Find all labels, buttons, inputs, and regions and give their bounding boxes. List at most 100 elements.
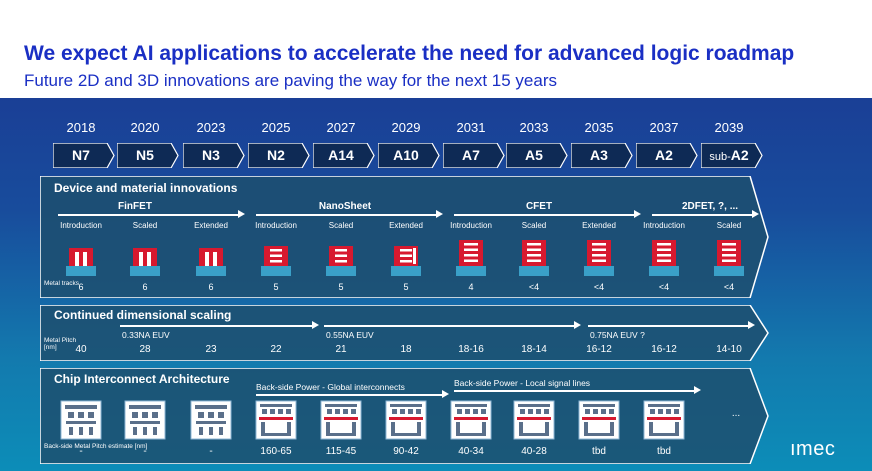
backside-interconnect-icon — [578, 400, 620, 445]
node-name: A7 — [462, 147, 480, 163]
node-label: A10 — [378, 143, 434, 168]
metal-pitch-value: 18 — [400, 344, 412, 355]
node-label: A7 — [443, 143, 499, 168]
frontside-interconnect-icon — [190, 400, 232, 445]
backside-pitch-value: tbd — [592, 446, 606, 457]
node-name: A10 — [393, 147, 419, 163]
metal-tracks-value: 5 — [273, 282, 279, 292]
backside-interconnect-icon — [513, 400, 555, 445]
arrow-head — [748, 321, 755, 329]
metal-tracks-label: Metal tracks — [44, 280, 80, 287]
year-label: 2023 — [196, 120, 226, 135]
year-label: 2039 — [714, 120, 744, 135]
node-name: N7 — [72, 147, 90, 163]
backside-pitch-value: - — [209, 446, 213, 457]
stage-label: Introduction — [450, 221, 492, 230]
metal-pitch-value: 28 — [139, 344, 151, 355]
year-label: 2025 — [261, 120, 291, 135]
imec-logo: ımec — [790, 438, 836, 460]
metal-tracks-value: <4 — [723, 282, 735, 292]
node-name: A2 — [655, 147, 673, 163]
metal-pitch-value: 14-10 — [716, 344, 742, 355]
backside-interconnect-icon — [255, 400, 297, 445]
tech-finfet: FinFET — [118, 201, 152, 212]
cfet-device-icon — [649, 238, 679, 276]
cfet-arrow — [454, 214, 634, 216]
stage-label: Extended — [389, 221, 423, 230]
cfet-device-icon — [584, 238, 614, 276]
node-chevron-n3: N3 — [183, 143, 245, 168]
frontside-interconnect-icon — [124, 400, 166, 445]
node-label: sub-A2 — [701, 143, 757, 168]
nanosheet-device-icon — [326, 238, 356, 276]
year-label: 2035 — [584, 120, 614, 135]
node-chevron-sub-a2: sub-A2 — [701, 143, 763, 168]
euv-055-label: 0.55NA EUV — [326, 330, 374, 340]
node-name: A2 — [730, 147, 749, 163]
metal-tracks-value: 5 — [338, 282, 344, 292]
finfet-device-icon — [130, 238, 160, 276]
node-label: N3 — [183, 143, 239, 168]
metal-pitch-value: 22 — [270, 344, 282, 355]
backside-pitch-value: tbd — [657, 446, 671, 457]
metal-tracks-value: 6 — [208, 282, 214, 292]
tech-nanosheet: NanoSheet — [318, 201, 372, 212]
tech-2dfet: 2DFET, ?, ... — [681, 201, 739, 212]
arrow-head — [442, 390, 449, 398]
node-label: N7 — [53, 143, 109, 168]
year-label: 2033 — [519, 120, 549, 135]
node-chevron-n2: N2 — [248, 143, 310, 168]
more-ellipsis: ... — [731, 408, 741, 419]
year-label: 2018 — [66, 120, 96, 135]
node-chevron-a10: A10 — [378, 143, 440, 168]
arrow-head — [436, 210, 443, 218]
node-chevron-a7: A7 — [443, 143, 505, 168]
node-chevron-n7: N7 — [53, 143, 115, 168]
metal-tracks-value: <4 — [658, 282, 670, 292]
device-band: Device and material innovations — [40, 176, 770, 298]
year-label: 2020 — [130, 120, 160, 135]
backside-pitch-value: - — [79, 446, 83, 457]
metal-tracks-value: 6 — [78, 282, 84, 292]
cfet-device-icon — [456, 238, 486, 276]
bsp-global-arrow — [256, 394, 442, 396]
interconnect-band-title: Chip Interconnect Architecture — [54, 372, 230, 386]
stage-label: Extended — [194, 221, 228, 230]
euv-055-arrow — [324, 325, 574, 327]
finfet-arrow — [58, 214, 238, 216]
backside-interconnect-icon — [320, 400, 362, 445]
year-label: 2027 — [326, 120, 356, 135]
metal-pitch-label: Metal Pitch [nm] — [44, 337, 77, 351]
finfet-device-icon — [196, 238, 226, 276]
metal-pitch-value: 40 — [75, 344, 87, 355]
node-chevron-a2: A2 — [636, 143, 698, 168]
bsp-global-label: Back-side Power - Global interconnects — [256, 382, 405, 392]
metal-tracks-value: 4 — [468, 282, 474, 292]
stage-label: Introduction — [255, 221, 297, 230]
arrow-head — [312, 321, 319, 329]
nanosheet-arrow — [256, 214, 436, 216]
backside-pitch-label: Back-side Metal Pitch estimate [nm] — [44, 443, 148, 450]
arrow-head — [574, 321, 581, 329]
node-label: A2 — [636, 143, 692, 168]
stage-label: Scaled — [328, 221, 354, 230]
node-chevron-n5: N5 — [117, 143, 179, 168]
page-title: We expect AI applications to accelerate … — [24, 42, 795, 65]
backside-interconnect-icon — [385, 400, 427, 445]
cfet-device-icon — [714, 238, 744, 276]
arrow-head — [694, 386, 701, 394]
scaling-band-title: Continued dimensional scaling — [54, 308, 232, 322]
year-label: 2029 — [391, 120, 421, 135]
backside-pitch-value: 40-28 — [521, 446, 547, 457]
node-label: N2 — [248, 143, 304, 168]
node-name: A14 — [328, 147, 354, 163]
stage-label: Extended — [582, 221, 616, 230]
2dfet-arrow — [652, 214, 752, 216]
node-name: A5 — [525, 147, 543, 163]
node-label: A3 — [571, 143, 627, 168]
arrow-head — [238, 210, 245, 218]
metal-pitch-value: 16-12 — [586, 344, 612, 355]
euv-033-label: 0.33NA EUV — [122, 330, 170, 340]
stage-label: Introduction — [643, 221, 685, 230]
stage-label: Scaled — [521, 221, 547, 230]
